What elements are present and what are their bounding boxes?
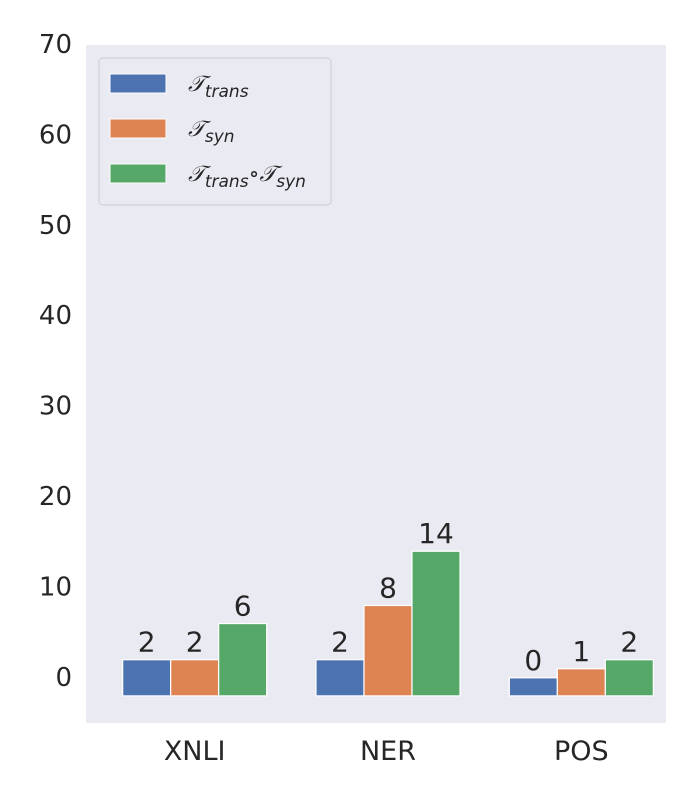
y-tick-label: 10 <box>39 572 72 602</box>
bar <box>315 659 365 697</box>
data-label: 2 <box>186 626 204 659</box>
data-label: 0 <box>524 644 542 677</box>
bar <box>218 622 268 697</box>
bar <box>508 677 558 697</box>
x-tick-label: POS <box>554 736 609 767</box>
bar <box>556 668 606 697</box>
legend-swatch <box>109 73 167 94</box>
legend-label: 𝒯trans∘𝒯syn <box>188 162 306 192</box>
legend-swatch <box>109 118 167 139</box>
bar <box>122 659 172 697</box>
data-label: 2 <box>138 626 156 659</box>
bar <box>604 659 654 697</box>
data-label: 2 <box>331 626 349 659</box>
y-tick-label: 0 <box>55 663 72 693</box>
data-label: 2 <box>620 626 638 659</box>
x-axis-ticks: XNLI NER POS <box>164 736 609 767</box>
y-tick-label: 20 <box>39 482 72 512</box>
bar <box>363 604 413 697</box>
y-tick-label: 70 <box>39 30 72 60</box>
data-label: 14 <box>418 517 454 550</box>
bar <box>170 659 220 697</box>
bars <box>122 550 654 697</box>
data-label: 1 <box>572 635 590 668</box>
y-tick-label: 50 <box>39 211 72 241</box>
y-tick-label: 40 <box>39 301 72 331</box>
legend-swatch <box>109 163 167 184</box>
bar <box>411 550 461 697</box>
y-tick-label: 30 <box>39 392 72 422</box>
y-tick-label: 60 <box>39 120 72 150</box>
x-tick-label: NER <box>360 736 416 767</box>
y-axis-ticks: 0 10 20 30 40 50 60 70 <box>39 30 72 693</box>
x-tick-label: XNLI <box>164 736 226 767</box>
legend-label: 𝒯trans <box>188 72 249 102</box>
data-label: 6 <box>234 590 252 623</box>
data-label: 8 <box>379 571 397 604</box>
